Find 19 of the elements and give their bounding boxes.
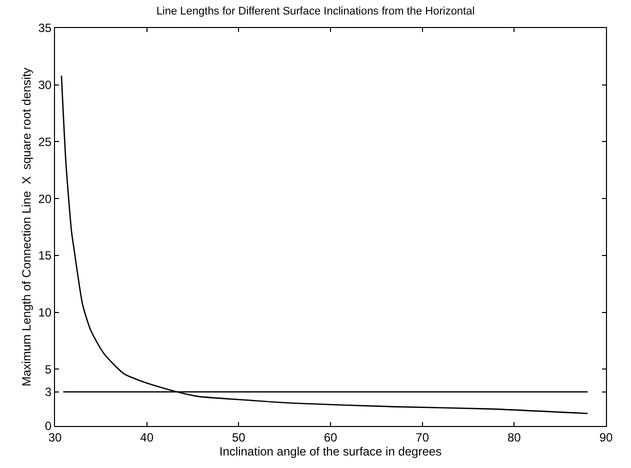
y-tick-label: 3 xyxy=(44,385,52,400)
y-tick-label: 10 xyxy=(38,305,52,320)
y-tick-label: 20 xyxy=(38,192,52,206)
x-axis-title: Inclination angle of the surface in degrees xyxy=(219,444,442,458)
y-tick-label: 35 xyxy=(38,21,52,36)
y-tick-label: 30 xyxy=(38,78,52,92)
x-tick-label: 70 xyxy=(416,430,430,444)
y-tick-label: 15 xyxy=(38,248,52,263)
chart-title: Line Lengths for Different Surface Inclinations from the Horizontal xyxy=(156,6,475,18)
y-axis-title: Maximum Length of Connection Line X square root density xyxy=(20,68,34,386)
x-tick-label: 60 xyxy=(324,430,338,444)
x-tick-label: 40 xyxy=(140,430,154,444)
x-tick-label: 90 xyxy=(599,430,613,444)
y-tick-label: 5 xyxy=(44,362,52,376)
x-tick-label: 50 xyxy=(232,430,246,444)
x-tick-label: 80 xyxy=(507,430,522,444)
y-tick-label: 25 xyxy=(38,134,52,149)
y-tick-label: 0 xyxy=(44,419,52,434)
line-series xyxy=(60,75,588,414)
